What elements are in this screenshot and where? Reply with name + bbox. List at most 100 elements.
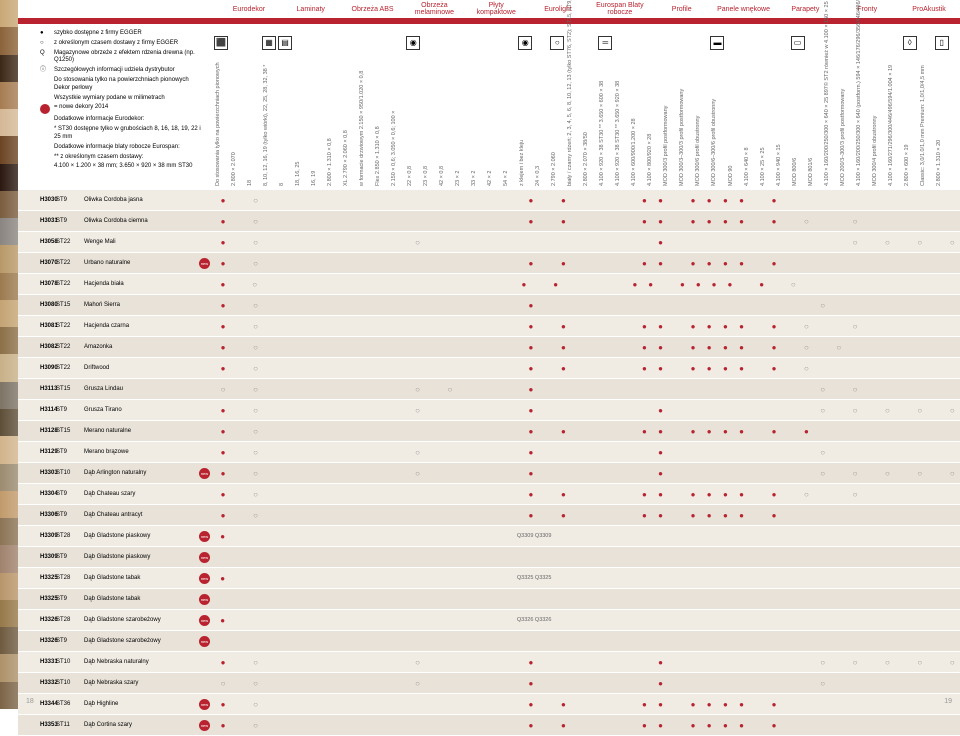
dot-filled: ● xyxy=(221,700,226,709)
dot-cell xyxy=(393,679,409,688)
column-label: MOD 200/3–300/3 profil postformowany xyxy=(840,89,846,186)
column-header: ▯2.800 × 1.310 × 20 xyxy=(934,28,950,188)
dot-cell xyxy=(863,700,879,709)
dot-cell xyxy=(928,427,944,436)
dot-cell xyxy=(328,490,344,499)
dot-cell xyxy=(847,196,863,205)
dot-cell: ○ xyxy=(247,490,263,499)
availability-dots: ●○○●○○○○ xyxy=(213,238,960,247)
dot-cell xyxy=(847,700,863,709)
column-header: 4.100 × 160/200/250/300 × 640 × 25 897© … xyxy=(822,28,838,188)
dot-cell xyxy=(732,574,747,583)
dot-cell xyxy=(747,574,762,583)
dot-cell xyxy=(798,700,814,709)
dot-cell xyxy=(604,700,620,709)
dot-cell xyxy=(777,574,792,583)
dot-cell: ○ xyxy=(847,469,863,478)
dot-cell xyxy=(620,364,636,373)
dot-empty: ○ xyxy=(853,322,858,331)
dot-cell xyxy=(701,385,717,394)
dot-filled: ● xyxy=(772,427,777,436)
column-header: 4.100 × 160/200/250/300 × 640 (postform.… xyxy=(854,28,870,188)
dot-cell xyxy=(620,469,636,478)
dot-cell: ● xyxy=(523,679,539,688)
dot-cell xyxy=(636,301,652,310)
dot-cell xyxy=(328,217,344,226)
dot-cell xyxy=(507,469,523,478)
dot-cell xyxy=(863,364,879,373)
dot-cell xyxy=(762,532,777,541)
dot-cell xyxy=(588,196,604,205)
dot-cell xyxy=(393,217,409,226)
dot-cell: ● xyxy=(555,490,571,499)
column-label: 18, 16, 25 xyxy=(295,162,301,186)
dot-cell xyxy=(328,679,344,688)
dot-filled: ● xyxy=(221,280,226,289)
new-indicator: new xyxy=(199,636,213,647)
column-label: w formacie drzwiowym 2.150 × 950/1.020 ×… xyxy=(359,71,365,186)
dot-cell xyxy=(328,406,344,415)
dot-cell xyxy=(306,532,321,541)
dot-cell xyxy=(426,217,442,226)
dot-cell xyxy=(928,322,944,331)
dot-cell xyxy=(555,385,571,394)
dot-cell: ○ xyxy=(409,448,425,457)
dot-cell xyxy=(280,343,296,352)
column-icon: ⬛ xyxy=(214,36,228,50)
dot-cell xyxy=(345,259,361,268)
dot-empty: ○ xyxy=(820,679,825,688)
dot-cell: ● xyxy=(523,217,539,226)
dot-cell: ○ xyxy=(798,217,814,226)
dot-cell xyxy=(863,511,879,520)
dot-cell xyxy=(571,700,587,709)
new-badge: new xyxy=(199,636,210,647)
dot-cell: ○ xyxy=(409,238,425,247)
dot-cell: ● xyxy=(766,217,782,226)
dot-cell xyxy=(312,490,328,499)
dot-cell xyxy=(928,259,944,268)
dot-cell xyxy=(669,427,685,436)
dot-cell xyxy=(611,280,627,289)
dot-cell xyxy=(782,259,798,268)
dot-cell: ○ xyxy=(247,259,263,268)
column-header: 4.100 × 940 × 15 xyxy=(774,28,790,188)
dot-cell xyxy=(685,301,701,310)
dot-cell xyxy=(620,385,636,394)
dot-cell xyxy=(847,679,863,688)
dot-filled: ● xyxy=(739,259,744,268)
dot-cell xyxy=(734,679,750,688)
dot-cell xyxy=(716,616,731,625)
dot-cell xyxy=(312,259,328,268)
dot-cell xyxy=(377,364,393,373)
dot-cell: ● xyxy=(215,259,231,268)
dot-cell xyxy=(328,427,344,436)
product-name: Dąb Highline xyxy=(84,701,199,707)
dot-cell xyxy=(352,532,367,541)
dot-cell xyxy=(604,427,620,436)
dot-filled: ● xyxy=(723,427,728,436)
dot-cell xyxy=(377,259,393,268)
dot-cell xyxy=(345,427,361,436)
dot-filled: ● xyxy=(221,364,226,373)
dot-cell xyxy=(490,700,506,709)
column-label: biały / czarny rdzeń; 2, 3, 4, 5, 6, 8, … xyxy=(567,0,573,186)
dot-cell xyxy=(458,469,474,478)
dot-cell: ● xyxy=(523,259,539,268)
dot-cell: ● xyxy=(734,490,750,499)
dot-cell: Q3325 Q3325 xyxy=(504,574,564,583)
dot-cell xyxy=(426,238,442,247)
dot-cell: ● xyxy=(523,406,539,415)
dot-cell xyxy=(685,679,701,688)
column-header: Flex 2.850 × 1.310 × 0,8 xyxy=(373,28,389,188)
dot-cell xyxy=(459,574,474,583)
column-header: 4.100 × 160/271/296/300/446/496/594/1.00… xyxy=(886,28,902,188)
dot-cell xyxy=(815,259,831,268)
dot-cell xyxy=(310,280,326,289)
wood-swatch xyxy=(0,327,18,354)
dot-cell xyxy=(426,259,442,268)
dot-cell xyxy=(312,217,328,226)
column-label: 8 xyxy=(279,183,285,186)
dot-cell: ● xyxy=(717,427,733,436)
column-label: 4.100 × 940 × 15 xyxy=(776,144,782,186)
dot-filled: ● xyxy=(691,721,696,730)
